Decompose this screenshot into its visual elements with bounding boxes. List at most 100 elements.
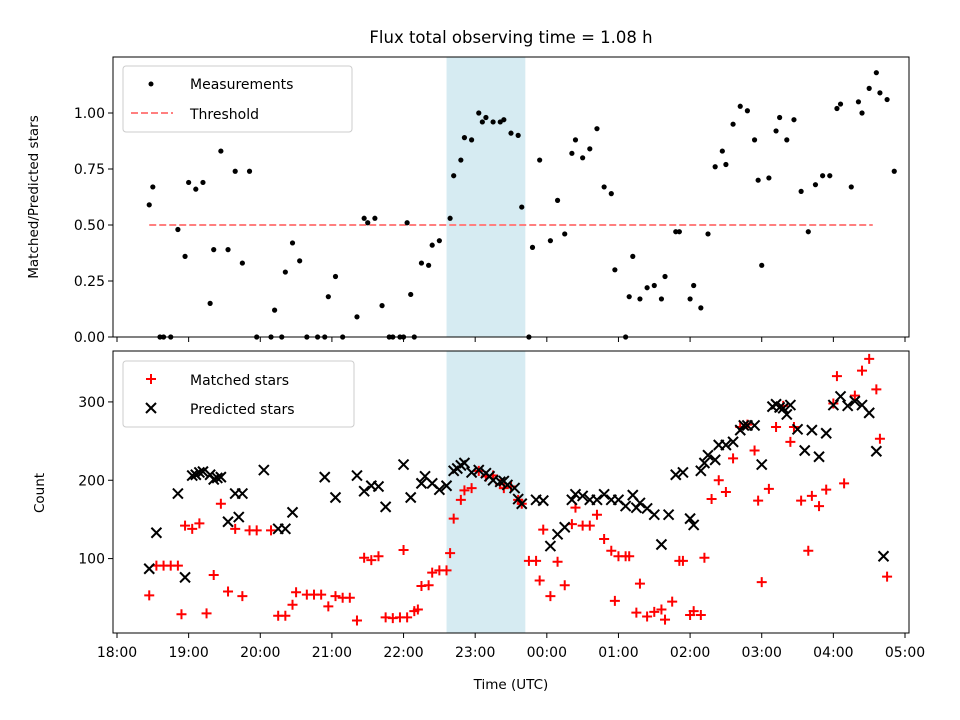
data-point-measurements (451, 173, 457, 179)
y-tick-label: 0.00 (74, 330, 105, 346)
data-point-predicted-stars (566, 494, 578, 506)
data-point-predicted-stars (748, 419, 761, 432)
x-tick-label: 05:00 (885, 645, 925, 661)
data-point-measurements (737, 103, 743, 109)
data-point-measurements (436, 238, 442, 244)
data-point-predicted-stars (233, 511, 245, 523)
data-point-matched-stars (631, 607, 642, 618)
ratio-legend: Measurements Threshold (122, 65, 353, 133)
data-point-predicted-stars (465, 466, 478, 479)
data-point-matched-stars (423, 580, 434, 591)
x-tick-label: 01:00 (598, 645, 638, 661)
data-point-matched-stars (531, 555, 542, 566)
data-point-predicted-stars (440, 480, 453, 492)
data-point-predicted-stars (405, 491, 417, 504)
data-point-predicted-stars (193, 466, 206, 479)
data-point-measurements (175, 226, 181, 233)
data-point-predicted-stars (576, 490, 589, 502)
data-point-measurements (146, 202, 152, 208)
data-point-matched-stars (839, 478, 850, 489)
data-point-predicted-stars (211, 472, 223, 484)
data-point-predicted-stars (358, 485, 370, 497)
data-point-measurements (820, 173, 826, 179)
count-legend: Matched stars Predicted stars (122, 360, 355, 428)
data-point-predicted-stars (279, 523, 292, 535)
data-point-matched-stars (656, 604, 667, 615)
data-point-measurements (612, 267, 618, 273)
x-tick-label: 21:00 (312, 645, 352, 661)
data-point-predicted-stars (397, 458, 410, 471)
data-point-predicted-stars (813, 451, 825, 463)
data-point-measurements (730, 121, 736, 127)
data-point-measurements (297, 258, 303, 264)
data-point-predicted-stars (806, 424, 818, 436)
data-point-matched-stars (194, 518, 205, 529)
highlight-span (446, 351, 526, 633)
data-point-matched-stars (323, 601, 334, 612)
data-point-matched-stars (223, 586, 234, 597)
data-point-measurements (673, 229, 679, 235)
data-point-measurements (476, 110, 482, 116)
x-tick-label: 19:00 (168, 645, 208, 661)
data-point-matched-stars (806, 490, 817, 501)
data-point-measurements (580, 155, 586, 161)
data-point-measurements (469, 137, 475, 143)
data-point-predicted-stars (172, 487, 184, 500)
ratio-x-ticks (116, 337, 906, 342)
data-point-matched-stars (849, 390, 860, 401)
data-point-matched-stars (172, 560, 183, 571)
data-point-measurements (537, 157, 543, 163)
count-axes-frame (112, 350, 910, 634)
legend-label-matched-stars: Matched stars (190, 373, 289, 389)
data-point-predicted-stars (433, 483, 446, 496)
data-point-matched-stars (634, 578, 645, 589)
data-point-predicted-stars (415, 477, 428, 490)
data-point-measurements (529, 244, 536, 250)
data-point-predicted-stars (834, 390, 847, 403)
data-point-matched-stars (728, 453, 739, 464)
data-point-predicted-stars (781, 408, 793, 421)
data-point-predicted-stars (351, 469, 363, 482)
data-point-matched-stars (821, 484, 832, 495)
data-point-predicted-stars (591, 494, 603, 506)
data-point-matched-stars (667, 596, 678, 607)
data-point-measurements (859, 110, 865, 116)
data-point-matched-stars (584, 520, 595, 531)
data-point-matched-stars (831, 371, 842, 382)
data-point-matched-stars (448, 513, 459, 524)
data-point-predicted-stars (544, 540, 557, 552)
count-x-ticks: 18:00 19:00 20:00 21:00 22:00 23:00 00:00 01:00… (97, 633, 925, 661)
data-point-matched-stars (828, 398, 839, 409)
data-point-predicted-stars (687, 519, 700, 531)
data-point-matched-stars (176, 609, 187, 620)
data-point-matched-stars (538, 524, 549, 535)
ratio-panel: 0.00 0.25 0.50 0.75 1.00 Matched/Predicted s… (26, 56, 910, 346)
data-point-matched-stars (699, 552, 710, 563)
data-point-predicted-stars (877, 550, 890, 562)
data-point-matched-stars (756, 577, 767, 588)
data-point-matched-stars (720, 487, 731, 497)
data-point-predicted-stars (727, 436, 739, 448)
data-point-measurements (637, 296, 643, 302)
data-point-predicted-stars (215, 471, 227, 483)
data-point-matched-stars (316, 589, 327, 600)
data-point-matched-stars (455, 494, 466, 505)
data-point-matched-stars (695, 609, 706, 620)
data-point-measurements (218, 148, 224, 154)
x-tick-label: 22:00 (383, 645, 423, 661)
data-point-measurements (519, 204, 525, 210)
data-point-predicted-stars (559, 521, 571, 533)
data-point-measurements (766, 175, 772, 181)
data-point-predicted-stars (458, 457, 471, 469)
data-point-predicted-stars (516, 498, 528, 510)
data-point-measurements (587, 146, 593, 152)
data-point-predicted-stars (179, 571, 191, 584)
data-point-measurements (554, 197, 561, 203)
data-point-predicted-stars (870, 445, 883, 457)
data-point-matched-stars (749, 445, 760, 456)
data-point-measurements (483, 114, 489, 121)
data-point-predicted-stars (186, 469, 198, 482)
data-point-matched-stars (280, 610, 291, 621)
data-point-measurements (777, 114, 783, 121)
data-point-predicted-stars (634, 497, 646, 509)
